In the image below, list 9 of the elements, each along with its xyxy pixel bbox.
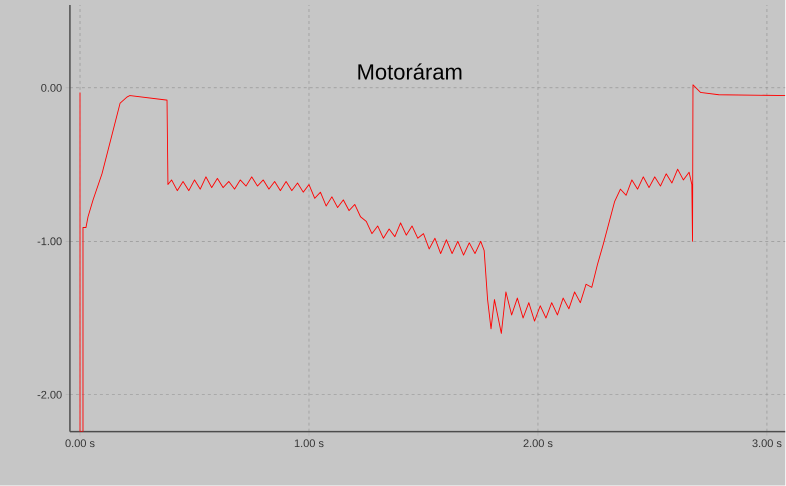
line-series xyxy=(80,84,786,432)
y-tick-label: 0.00 xyxy=(41,84,62,92)
y-tick-label: -1.00 xyxy=(38,238,62,246)
text: Motoráram xyxy=(358,64,462,80)
x-tick-label: 2.00 s xyxy=(524,440,553,448)
x-tick-label: 0.00 s xyxy=(65,440,95,448)
x-tick-label: 1.00 s xyxy=(294,440,324,448)
x-tick-label: 3.00 s xyxy=(752,440,782,448)
y-tick-label: -2.00 xyxy=(38,391,62,399)
